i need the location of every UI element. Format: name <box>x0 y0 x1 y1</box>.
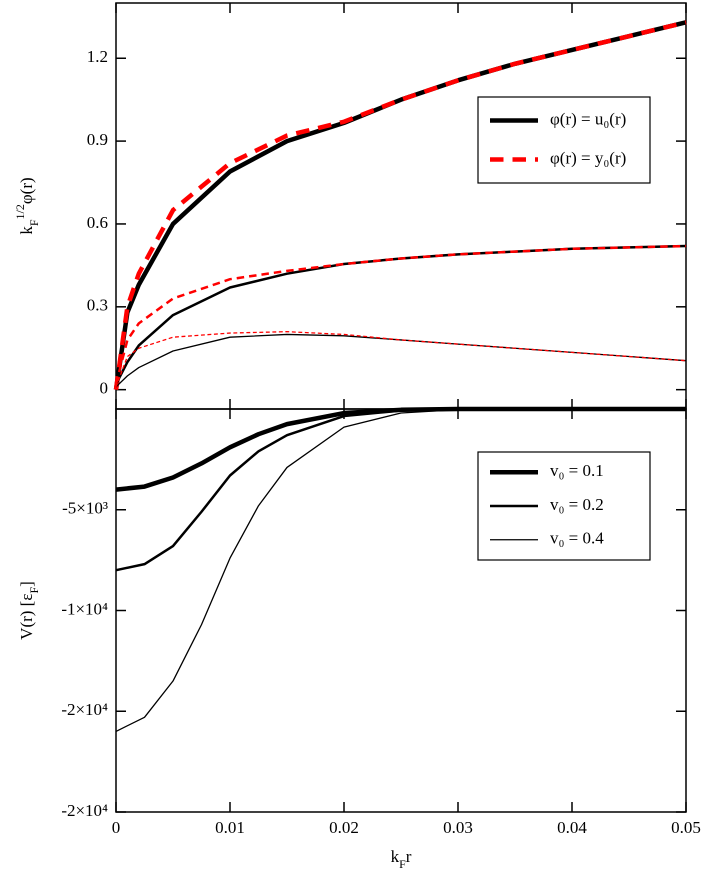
y-axis-label: V(r) [εF] <box>17 581 41 640</box>
y-tick-label: 0.9 <box>87 130 108 149</box>
label-part: k <box>391 847 400 866</box>
series-line <box>114 244 687 385</box>
y-axis-label: kF1/2φ(r) <box>13 177 41 234</box>
series-line <box>115 408 686 732</box>
series-line <box>115 331 687 388</box>
legend-box <box>477 96 651 184</box>
y-tick-label: -1×10⁴ <box>61 599 108 618</box>
legend-label: φ(r) = y₀(r) <box>550 148 626 167</box>
series-line <box>113 20 687 390</box>
y-tick-label: 1.2 <box>87 47 108 66</box>
x-tick-label: 0.01 <box>215 818 245 837</box>
series-line <box>114 244 687 385</box>
x-axis-label: kFr <box>391 847 412 871</box>
plot-frame <box>115 2 687 410</box>
y-tick-label: 0 <box>100 379 109 398</box>
series-line <box>115 333 687 388</box>
x-tick-label: 0 <box>112 818 121 837</box>
label-part: F <box>27 219 41 226</box>
x-tick-label: 0.04 <box>557 818 587 837</box>
y-tick-label: 0.3 <box>87 296 108 315</box>
y-tick-label: -2×10⁴ <box>61 700 108 719</box>
x-tick-label: 0.05 <box>671 818 701 837</box>
legend-label: v₀ = 0.1 <box>550 461 604 480</box>
legend-label: v₀ = 0.2 <box>550 495 604 514</box>
label-part: k <box>17 226 36 235</box>
label-part: r <box>406 847 412 866</box>
label-part: ] <box>17 581 36 587</box>
x-tick-label: 0.03 <box>443 818 473 837</box>
x-tick-label: 0.02 <box>329 818 359 837</box>
y-tick-label: -2×10⁴ <box>61 801 108 820</box>
y-tick-label: 0.6 <box>87 213 108 232</box>
label-part: φ(r) <box>17 177 36 204</box>
label-part: F <box>399 857 406 871</box>
label-part: V(r) [ε <box>17 594 36 640</box>
label-part: 1/2 <box>13 204 27 219</box>
y-tick-label: -5×10³ <box>62 499 108 518</box>
legend-label: φ(r) = u₀(r) <box>550 109 626 128</box>
label-part: F <box>27 587 41 594</box>
legend-label: v₀ = 0.4 <box>550 529 604 548</box>
